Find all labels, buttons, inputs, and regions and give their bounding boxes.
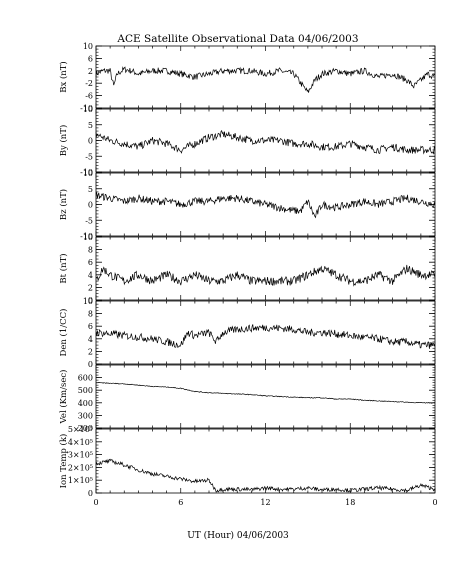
panel-frame-5 [95,364,436,429]
panel-frame-0 [95,45,436,109]
x-tick-label: 0 [93,498,98,507]
y-tick-label: 0 [88,489,93,498]
y-tick-label: 6 [88,322,93,331]
panels: -10 -6 -2 2 6 10 Bx (nT) -10 -5 0 5 10 By (nT) -10 -5 0… [58,42,438,507]
x-tick-label: 0 [432,498,437,507]
y-tick-label: 2 [88,67,93,76]
y-tick-label: 400 [78,399,93,408]
y-tick-label: 8 [88,310,93,319]
y-axis-label: Bx (nT) [58,61,69,93]
series-line-0 [95,66,436,93]
series-line-4 [95,324,436,349]
y-tick-label: -10 [80,232,93,241]
y-tick-label: 10 [83,105,93,114]
y-tick-label: 6 [88,54,93,63]
y-tick-label: -6 [85,92,93,101]
series-line-3 [95,264,436,287]
x-tick-label: 18 [345,498,355,507]
y-tick-label: 8 [88,246,93,255]
y-tick-label: 0 [88,137,93,146]
x-axis-label: UT (Hour) 04/06/2003 [187,530,289,541]
y-tick-label: 5×10⁵ [68,425,93,434]
series-line-6 [95,458,436,493]
x-tick-label: 12 [260,498,270,507]
y-tick-label: -5 [85,216,93,225]
panel-frame-4 [95,300,436,365]
y-tick-label: 3×10⁵ [68,451,93,460]
y-tick-label: 0 [88,201,93,210]
y-tick-label: 300 [78,411,93,420]
y-tick-label: 5 [88,185,93,194]
y-tick-label: 4 [88,271,93,280]
y-tick-label: 4×10⁵ [68,438,93,447]
y-tick-label: -10 [80,104,93,113]
y-tick-label: 10 [83,297,93,306]
y-axis-label: By (nT) [58,125,69,157]
y-tick-label: 600 [78,374,93,383]
y-tick-label: 10 [83,169,93,178]
y-axis-label: Bz (nT) [58,189,69,220]
y-tick-label: 10 [83,42,93,51]
y-tick-label: 6 [88,258,93,267]
y-tick-label: 0 [88,360,93,369]
series-line-2 [95,191,436,219]
y-axis-label: Ion Temp (k) [58,434,69,489]
x-tick-label: 6 [178,498,183,507]
series-line-5 [95,382,436,404]
y-tick-label: 4 [88,335,93,344]
series-line-1 [95,130,436,155]
y-tick-label: 5 [88,121,93,130]
chart-title: ACE Satellite Observational Data 04/06/2… [116,33,358,45]
y-tick-label: -10 [80,168,93,177]
y-tick-label: 500 [78,386,93,395]
y-tick-label: 2 [88,283,93,292]
y-axis-label: Den (1/CC) [58,309,69,357]
panel-frame-3 [95,236,436,301]
panel-frame-6 [95,428,436,494]
y-axis-label: Vel (Km/sec) [58,370,69,425]
y-tick-label: 0 [88,296,93,305]
y-tick-label: 10 [83,233,93,242]
y-axis-label: Bt (nT) [58,253,69,283]
panel-frame-2 [95,172,436,237]
y-tick-label: 200 [78,424,93,433]
y-tick-label: 2 [88,347,93,356]
y-tick-label: -5 [85,152,93,161]
y-tick-label: 2×10⁵ [68,463,93,472]
y-tick-label: -2 [85,79,93,88]
y-tick-label: 1×10⁵ [68,476,93,485]
